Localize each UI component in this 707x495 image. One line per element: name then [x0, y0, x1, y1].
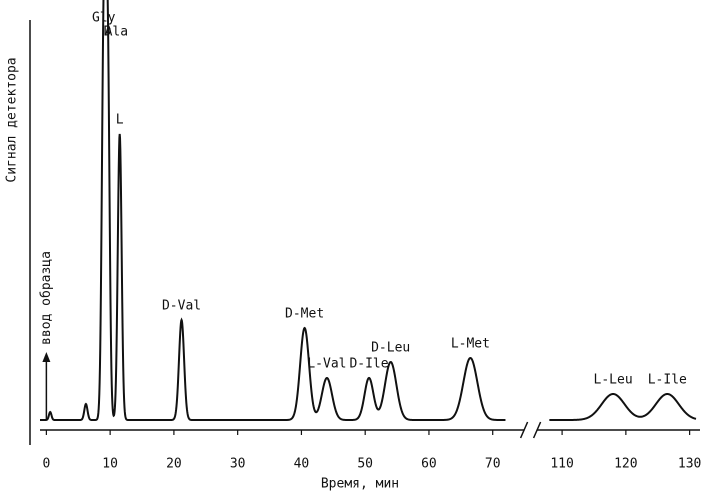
peak-label: L-Met [451, 337, 490, 352]
x-tick-label: 110 [550, 457, 573, 472]
peak-label: D-Met [285, 307, 324, 322]
peak-label: Gly [92, 11, 116, 26]
injection-arrowhead [42, 352, 51, 362]
peak-label: D-Ile [349, 357, 388, 372]
x-tick-label: 70 [485, 457, 501, 472]
peak-label: L-Ile [648, 373, 687, 388]
x-tick-label: 120 [614, 457, 637, 472]
peak-label: L-Leu [594, 373, 633, 388]
peak-label: L-Val [307, 357, 346, 372]
x-tick-label: 20 [166, 457, 182, 472]
peak-label: D-Val [162, 299, 201, 314]
peak-label: D [104, 25, 112, 40]
trace [40, 0, 697, 421]
y-axis-label: Сигнал детектора [5, 57, 20, 182]
x-tick-label: 30 [230, 457, 246, 472]
axis-break [519, 421, 542, 439]
x-tick-label: 40 [294, 457, 310, 472]
x-tick-label: 10 [102, 457, 118, 472]
x-tick-label: 130 [678, 457, 701, 472]
x-axis-label: Время, мин [321, 477, 399, 492]
peak-label: D-Leu [371, 341, 410, 356]
annotation: Ala [105, 25, 128, 40]
x-tick-label: 0 [42, 457, 50, 472]
injection-label: ввод образца [39, 251, 54, 345]
x-tick-label: 60 [421, 457, 437, 472]
x-tick-label: 50 [357, 457, 373, 472]
peak-label: L [116, 113, 124, 128]
